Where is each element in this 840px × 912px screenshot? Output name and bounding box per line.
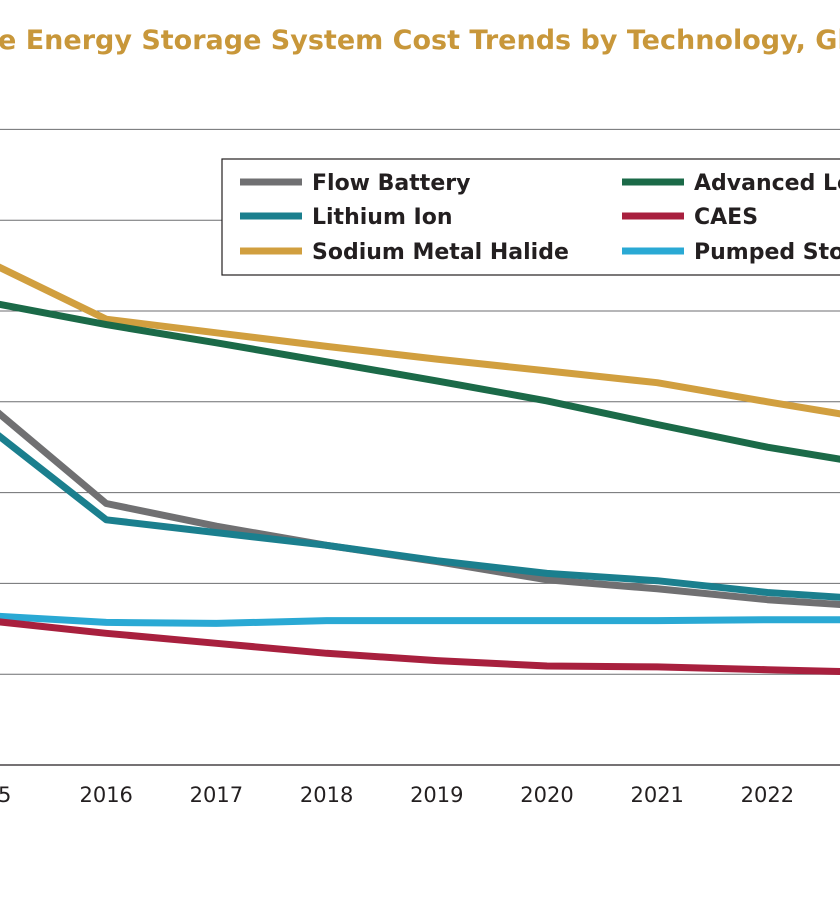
series-lines: [0, 263, 840, 675]
x-tick-label: 2019: [410, 783, 463, 807]
legend-label: Sodium Metal Halide: [312, 240, 569, 265]
x-tick-label: 2017: [190, 783, 243, 807]
legend: Flow Battery Advanced Le Lithium Ion CAES So…: [221, 158, 840, 276]
x-tick-label: 2021: [630, 783, 683, 807]
x-tick-label: 2022: [741, 783, 794, 807]
legend-label: Flow Battery: [312, 171, 470, 196]
legend-label: Advanced Le: [694, 171, 840, 196]
legend-label: CAES: [694, 205, 758, 230]
chart-title: e Energy Storage System Cost Trends by T…: [0, 25, 840, 56]
series-line: [0, 432, 840, 601]
series-line: [0, 300, 840, 463]
series-line: [0, 263, 840, 418]
legend-label: Lithium Ion: [312, 205, 453, 230]
legend-label: Pumped Stor: [694, 240, 840, 265]
x-tick-label: 2018: [300, 783, 353, 807]
x-tick-label: 15: [0, 783, 11, 807]
series-line: [0, 618, 840, 675]
x-tick-label: 2020: [520, 783, 573, 807]
legend-box: [221, 158, 840, 276]
x-axis-tick-labels: 15 2016 2017 2018 2019 2020 2021 2022: [0, 783, 794, 807]
series-line: [0, 612, 840, 627]
series-line: [0, 409, 840, 609]
grid-lines: [0, 128, 840, 766]
x-tick-label: 2016: [79, 783, 132, 807]
